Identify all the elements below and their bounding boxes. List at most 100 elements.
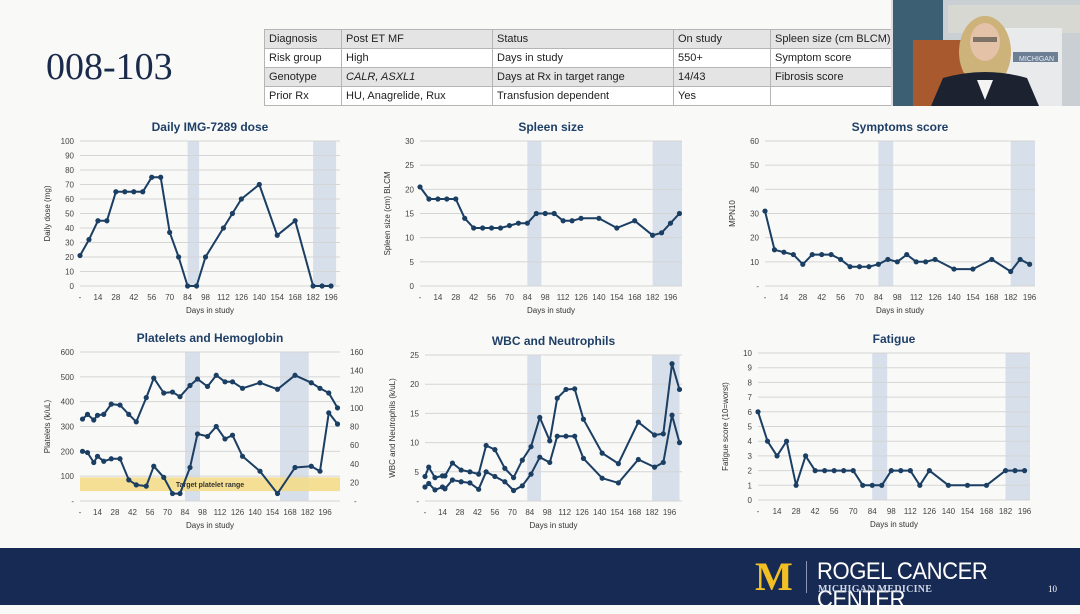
data-point: [131, 189, 137, 195]
data-point: [510, 475, 517, 481]
data-point: [229, 432, 236, 438]
data-point: [238, 196, 244, 202]
x-tick-label: 168: [628, 293, 642, 302]
data-point: [894, 259, 900, 265]
data-point: [1027, 261, 1033, 267]
x-tick-label: 84: [523, 293, 532, 302]
x-axis-label: Days in study: [527, 306, 575, 315]
data-point: [194, 431, 201, 437]
data-point: [542, 210, 548, 217]
y-axis-label: Daily dose (mg): [43, 185, 52, 241]
data-point: [143, 483, 149, 489]
y-tick-label: 1: [748, 481, 753, 490]
y-tick-label: 25: [405, 161, 414, 170]
x-tick-label: 154: [271, 293, 285, 302]
y-tick-label: 6: [748, 408, 753, 417]
data-point: [519, 457, 525, 463]
x-tick-label: -: [757, 507, 760, 516]
y-tick-label: 5: [410, 258, 415, 267]
data-point: [904, 251, 910, 258]
x-tick-label: 154: [610, 508, 624, 517]
y-tick-label: 7: [748, 393, 753, 402]
y-tick-label: 10: [743, 349, 752, 358]
data-point: [79, 416, 86, 422]
data-point: [970, 266, 976, 272]
info-cell: Genotype: [264, 67, 342, 87]
y-tick-label: 100: [61, 137, 75, 146]
info-cell: Fibrosis score: [770, 67, 900, 87]
y-tick-label: 20: [410, 380, 419, 389]
data-point: [426, 196, 432, 202]
data-point: [204, 433, 211, 440]
x-tick-label: 112: [217, 293, 230, 302]
data-point: [292, 372, 298, 378]
data-point: [292, 218, 298, 224]
data-point: [194, 376, 201, 382]
x-tick-label: 140: [253, 293, 267, 302]
data-point: [572, 386, 578, 392]
series-line-fatigue-score: [757, 411, 1025, 487]
data-point: [334, 405, 341, 411]
data-point: [885, 256, 891, 263]
data-point: [1012, 468, 1018, 474]
data-point: [578, 215, 584, 221]
data-point: [117, 456, 123, 462]
x-tick-label: 14: [773, 507, 782, 516]
info-row: Prior Rx HU, Anagrelide, Rux Transfusion d…: [264, 86, 900, 106]
data-point: [151, 463, 157, 469]
data-point: [650, 232, 656, 238]
y-axis-label: WBC and Neutrophils (k/uL): [388, 378, 397, 478]
data-point: [426, 480, 432, 487]
data-point: [615, 461, 621, 467]
x-tick-label: 14: [779, 293, 788, 302]
data-point: [84, 411, 91, 417]
data-point: [222, 379, 228, 385]
data-point: [800, 261, 806, 267]
data-point: [533, 210, 539, 217]
logo-divider: [806, 561, 807, 593]
data-point: [467, 469, 473, 475]
x-tick-label: 70: [163, 508, 172, 517]
x-tick-label: 28: [111, 293, 120, 302]
x-axis-label: Days in study: [876, 306, 924, 315]
x-tick-label: 154: [266, 508, 280, 517]
shaded-region: [527, 355, 542, 501]
x-tick-label: 42: [811, 507, 820, 516]
x-tick-label: 56: [146, 508, 155, 517]
data-point: [449, 460, 456, 466]
y-tick-label: 0: [410, 282, 415, 291]
y-tick-label: 2: [748, 467, 753, 476]
data-point: [274, 490, 281, 497]
x-tick-label: 196: [318, 508, 332, 517]
y-tick-label: 30: [65, 239, 74, 248]
x-tick-label: 154: [961, 507, 975, 516]
data-point: [869, 482, 875, 488]
data-point: [898, 468, 904, 474]
x-tick-label: 56: [487, 293, 496, 302]
info-cell: Status: [492, 29, 674, 49]
x-tick-label: 70: [855, 293, 864, 302]
data-point: [187, 464, 193, 471]
x-tick-label: 196: [1023, 293, 1037, 302]
data-point: [812, 468, 818, 474]
data-point: [417, 184, 423, 190]
y-tick-label: 25: [410, 351, 419, 360]
y2-tick-label: 160: [350, 348, 364, 357]
chart-spleen: Spleen size 0 5 10 15 20 25 30 - 14 28 42 56 70 84 98 11…: [383, 120, 683, 315]
data-point: [202, 254, 209, 260]
patient-info-table: Diagnosis Post ET MF Status On study Spleen …: [264, 29, 900, 106]
data-point: [95, 218, 101, 224]
info-row: Genotype CALR, ASXL1 Days at Rx in target …: [264, 67, 900, 87]
data-point: [838, 256, 844, 263]
series-line-platelets: [82, 411, 339, 495]
y-tick-label: 10: [405, 234, 414, 243]
data-point: [435, 196, 441, 202]
data-point: [793, 482, 799, 488]
data-point: [483, 469, 489, 475]
chart-title: Spleen size: [518, 120, 584, 134]
presenter-webcam: MICHIGAN: [891, 0, 1080, 106]
data-point: [554, 433, 560, 439]
data-point: [462, 215, 468, 221]
data-point: [989, 256, 995, 263]
data-point: [308, 463, 314, 469]
